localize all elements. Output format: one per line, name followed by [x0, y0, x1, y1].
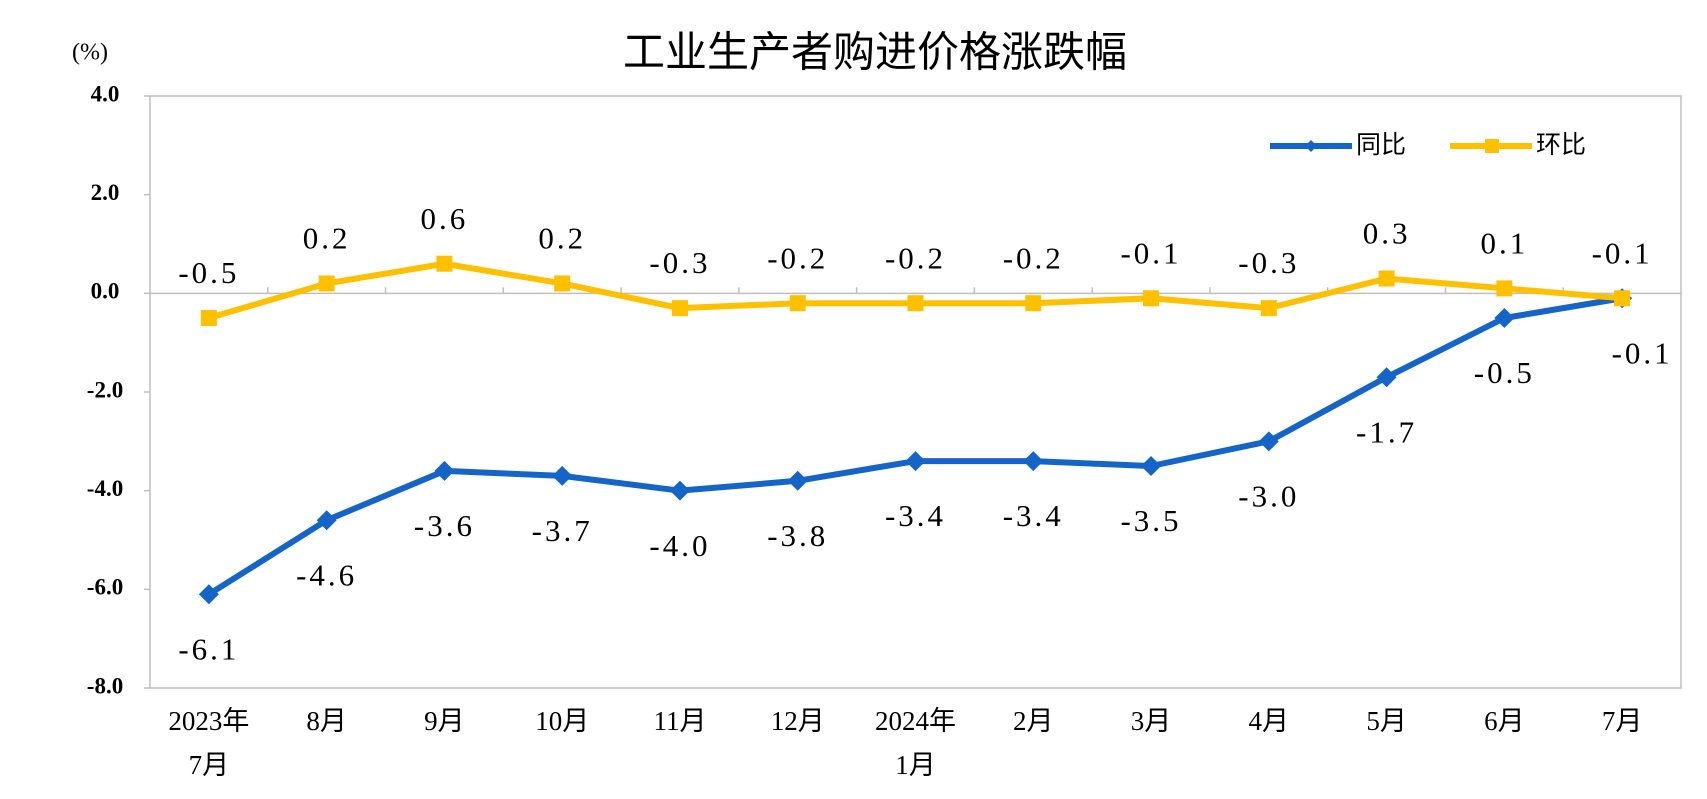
point-marker: [316, 510, 337, 531]
point-marker: [1260, 300, 1277, 317]
x-tick-label: 12月: [771, 706, 825, 736]
data-label: 0.6: [421, 201, 469, 236]
data-label: -0.1: [1612, 335, 1673, 370]
point-marker: [1376, 367, 1397, 388]
data-label: -0.3: [1238, 245, 1299, 280]
data-label: 0.1: [1480, 226, 1528, 261]
data-label: -0.5: [178, 255, 239, 290]
data-label: -3.4: [885, 498, 946, 533]
point-marker: [787, 470, 808, 491]
data-label: -0.2: [767, 240, 828, 275]
data-label: -3.6: [414, 508, 475, 543]
data-label: 0.2: [538, 221, 586, 256]
x-tick-label: 2月: [1013, 706, 1054, 736]
data-label: -0.2: [1003, 240, 1064, 275]
data-label: -3.0: [1238, 478, 1299, 513]
y-tick-label: -6.0: [87, 575, 123, 600]
data-label: -3.8: [767, 518, 828, 553]
point-marker: [1378, 270, 1395, 287]
point-marker: [554, 275, 571, 292]
y-axis-label: (%): [72, 40, 108, 66]
x-tick-label: 3月: [1131, 706, 1172, 736]
legend-label: 同比: [1356, 130, 1406, 159]
x-tick-label: 5月: [1366, 706, 1407, 736]
x-tick-label: 11月: [653, 706, 706, 736]
data-label: -1.7: [1356, 414, 1417, 449]
point-marker: [1023, 451, 1044, 472]
y-tick-label: -2.0: [87, 377, 123, 402]
x-tick-label: 8月: [306, 706, 347, 736]
point-marker: [1496, 280, 1513, 297]
chart-title: 工业生产者购进价格涨跌幅: [623, 28, 1127, 77]
y-tick-label: 4.0: [91, 81, 120, 106]
data-label: -4.0: [649, 528, 710, 563]
x-tick-label: 4月: [1249, 706, 1290, 736]
data-label: 0.2: [303, 221, 351, 256]
point-marker: [436, 255, 453, 272]
data-label: -3.5: [1120, 503, 1181, 538]
data-label: -0.2: [885, 240, 946, 275]
legend-label: 环比: [1536, 130, 1586, 159]
point-marker: [198, 584, 219, 605]
point-marker: [1025, 295, 1042, 312]
data-label: -0.1: [1592, 235, 1653, 270]
plot-area: [149, 95, 1682, 689]
point-marker: [200, 310, 217, 326]
x-tick-label: 7月: [1602, 706, 1643, 736]
point-marker: [1258, 431, 1279, 452]
data-label: -3.4: [1003, 498, 1064, 533]
y-tick-label: -4.0: [87, 476, 123, 501]
point-marker: [907, 295, 924, 312]
legend-marker: [1305, 140, 1317, 152]
x-tick-label: 2023年 7月: [168, 706, 249, 780]
point-marker: [552, 465, 573, 486]
x-tick-label: 10月: [535, 706, 589, 736]
data-label: -4.6: [296, 557, 357, 592]
point-marker: [905, 451, 926, 472]
point-marker: [1143, 290, 1160, 307]
legend-marker: [1485, 139, 1499, 153]
data-label: -0.5: [1474, 355, 1535, 390]
y-tick-label: 2.0: [91, 180, 120, 205]
data-label: 0.3: [1363, 216, 1411, 251]
point-marker: [318, 275, 335, 292]
point-marker: [789, 295, 806, 312]
data-label: -3.7: [532, 513, 593, 548]
point-marker: [1494, 308, 1515, 328]
point-marker: [1614, 290, 1631, 307]
point-marker: [669, 480, 690, 501]
data-label: -0.3: [649, 245, 710, 280]
point-marker: [434, 460, 455, 481]
data-label: -6.1: [178, 631, 239, 666]
y-tick-label: -8.0: [87, 673, 123, 698]
point-marker: [671, 300, 688, 317]
point-marker: [1141, 456, 1162, 476]
x-tick-label: 6月: [1484, 706, 1525, 736]
y-tick-label: 0.0: [91, 279, 120, 304]
x-tick-label: 2024年 1月: [875, 706, 956, 780]
data-label: -0.1: [1120, 235, 1181, 270]
x-tick-label: 9月: [424, 706, 465, 736]
